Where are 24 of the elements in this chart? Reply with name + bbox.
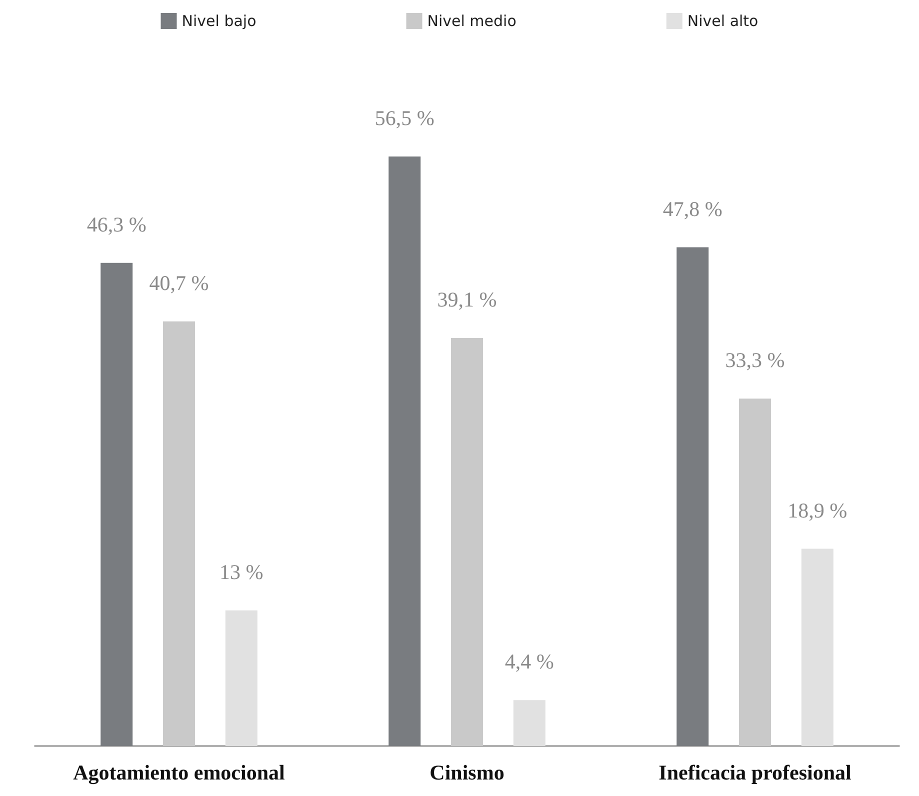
- data-label: 40,7 %: [149, 270, 209, 295]
- bar: [513, 700, 546, 746]
- legend-label: Nivel medio: [427, 12, 516, 30]
- bar: [100, 262, 133, 746]
- bar: [676, 247, 709, 746]
- x-tick-label: Ineficacia profesional: [658, 760, 852, 784]
- x-tick-label: Agotamiento emocional: [73, 760, 286, 784]
- legend-label: Nivel bajo: [182, 12, 256, 30]
- data-label: 39,1 %: [437, 288, 497, 312]
- data-label: 18,9 %: [788, 498, 848, 522]
- bar: [388, 156, 421, 746]
- bar: [163, 321, 195, 746]
- bar: [801, 548, 834, 746]
- legend-label: Nivel alto: [687, 12, 758, 30]
- data-label: 13 %: [220, 560, 264, 584]
- data-label: 47,8 %: [662, 196, 722, 221]
- data-label: 56,5 %: [374, 106, 434, 130]
- bar: [451, 338, 483, 746]
- data-label: 46,3 %: [86, 212, 146, 236]
- bar: [739, 398, 771, 746]
- data-label: 4,4 %: [504, 650, 554, 674]
- data-label: 33,3 %: [725, 348, 785, 372]
- bar: [225, 610, 258, 746]
- x-tick-label: Cinismo: [430, 760, 504, 784]
